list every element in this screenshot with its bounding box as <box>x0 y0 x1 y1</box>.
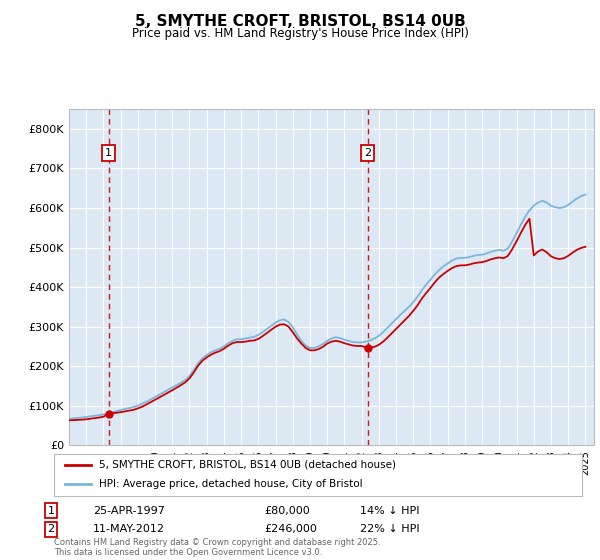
Text: 5, SMYTHE CROFT, BRISTOL, BS14 0UB: 5, SMYTHE CROFT, BRISTOL, BS14 0UB <box>134 14 466 29</box>
Text: 11-MAY-2012: 11-MAY-2012 <box>93 524 165 534</box>
Text: 22% ↓ HPI: 22% ↓ HPI <box>360 524 419 534</box>
Text: 25-APR-1997: 25-APR-1997 <box>93 506 165 516</box>
Text: HPI: Average price, detached house, City of Bristol: HPI: Average price, detached house, City… <box>99 479 362 489</box>
Text: 5, SMYTHE CROFT, BRISTOL, BS14 0UB (detached house): 5, SMYTHE CROFT, BRISTOL, BS14 0UB (deta… <box>99 460 396 470</box>
Text: Contains HM Land Registry data © Crown copyright and database right 2025.
This d: Contains HM Land Registry data © Crown c… <box>54 538 380 557</box>
Text: 1: 1 <box>47 506 55 516</box>
Text: 2: 2 <box>47 524 55 534</box>
Text: 14% ↓ HPI: 14% ↓ HPI <box>360 506 419 516</box>
Text: £80,000: £80,000 <box>264 506 310 516</box>
Text: 2: 2 <box>364 148 371 158</box>
Text: £246,000: £246,000 <box>264 524 317 534</box>
Text: Price paid vs. HM Land Registry's House Price Index (HPI): Price paid vs. HM Land Registry's House … <box>131 27 469 40</box>
Text: 1: 1 <box>105 148 112 158</box>
